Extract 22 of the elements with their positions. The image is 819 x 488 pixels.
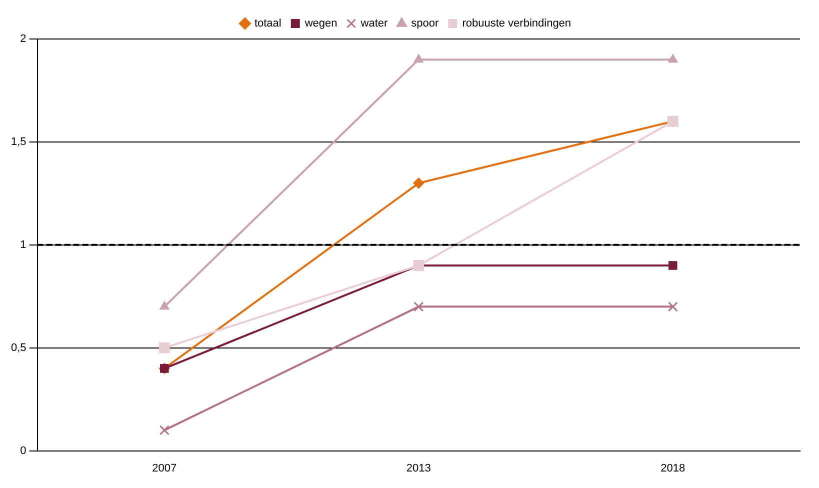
point [668,261,678,270]
y-tick-label: 1,5 [10,136,26,148]
legend-label: wegen [304,18,338,30]
legend-label: spoor [411,18,440,30]
point [668,54,678,63]
y-tick-label: 0 [20,444,26,457]
point [668,302,678,312]
legend-label: water [360,18,388,30]
x-tick-label: 2007 [152,462,177,474]
y-tick-label: 1 [20,238,26,251]
x-tick-label: 2013 [406,462,431,474]
point [413,178,424,189]
legend-label: totaal [254,18,282,30]
point [158,342,170,354]
point [160,301,170,310]
point [414,302,424,312]
y-tick-label: 2 [20,33,26,46]
legend-label: robuuste verbindingen [462,18,572,30]
y-tick-label: 0,5 [10,342,26,354]
point [159,425,170,436]
point [414,54,424,63]
x-tick-label: 2018 [660,462,686,474]
